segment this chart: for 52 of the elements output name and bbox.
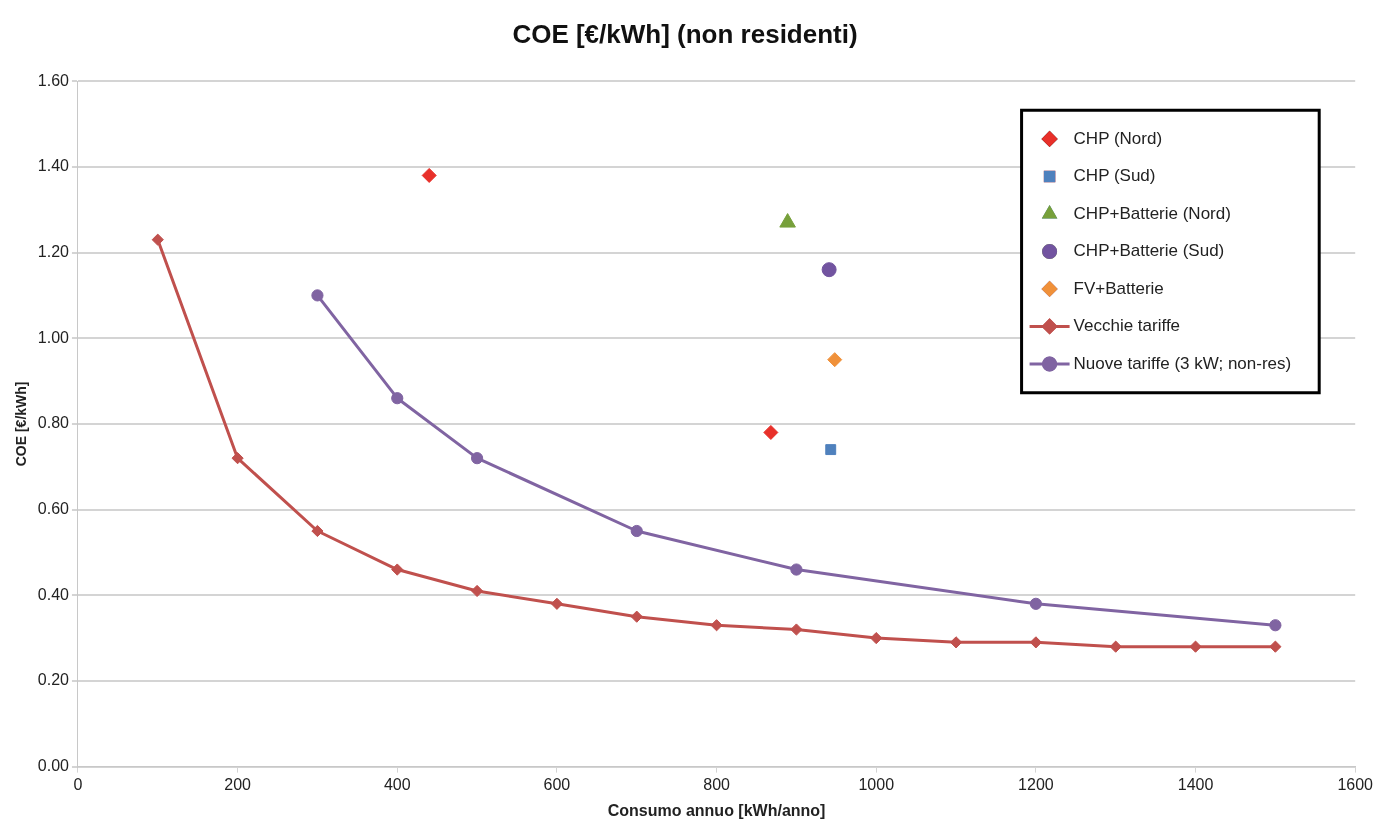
point	[825, 444, 837, 456]
point	[790, 623, 803, 636]
point	[311, 524, 324, 538]
point	[470, 452, 484, 465]
point	[630, 610, 643, 623]
point	[391, 563, 404, 576]
legend-label: CHP (Nord)	[1073, 128, 1163, 148]
point	[949, 636, 963, 649]
point	[1269, 640, 1282, 653]
y-tick-label: 1.20	[37, 242, 70, 260]
point	[630, 524, 643, 538]
y-tick-label: 0.80	[37, 414, 70, 432]
x-tick-label: 800	[703, 775, 731, 793]
point	[391, 392, 404, 405]
point	[421, 167, 437, 183]
point	[870, 631, 883, 645]
legend-label: CHP+Batterie (Nord)	[1073, 203, 1231, 223]
y-tick-label: 1.60	[37, 71, 70, 89]
y-tick-label: 0.00	[37, 757, 70, 775]
legend-label: CHP (Sud)	[1073, 166, 1156, 186]
point	[1189, 640, 1202, 653]
legend-label: CHP+Batterie (Sud)	[1073, 241, 1225, 261]
x-tick-label: 200	[224, 775, 252, 793]
y-tick-label: 0.60	[37, 499, 70, 517]
legend-label: FV+Batterie	[1073, 278, 1164, 298]
point	[311, 289, 324, 302]
legend-label: Nuove tariffe (3 kW; non-res)	[1073, 353, 1292, 373]
x-tick-label: 600	[543, 775, 571, 793]
x-tick-label: 1000	[858, 775, 895, 793]
y-tick-label: 0.40	[37, 585, 70, 603]
x-axis-title: Consumo annuo [kWh/anno]	[607, 801, 826, 819]
x-tick-label: 0	[73, 775, 83, 793]
y-tick-label: 0.20	[37, 671, 70, 689]
x-tick-label: 1600	[1337, 775, 1374, 793]
point	[1269, 619, 1282, 632]
y-axis-title: COE [€/kWh]	[13, 381, 30, 467]
point	[231, 452, 244, 465]
point	[151, 233, 164, 246]
point	[1029, 597, 1042, 610]
point	[763, 424, 779, 440]
point	[470, 584, 484, 598]
chart-title: COE [€/kWh] (non residenti)	[512, 18, 858, 49]
x-tick-label: 400	[383, 775, 411, 793]
point	[821, 262, 837, 278]
y-tick-label: 1.00	[37, 328, 70, 346]
y-tick-label: 1.40	[37, 157, 70, 175]
point	[550, 597, 564, 610]
legend-label: Vecchie tariffe	[1073, 316, 1181, 336]
point	[827, 352, 843, 368]
point	[790, 563, 803, 576]
x-tick-label: 1400	[1177, 775, 1214, 793]
x-tick-label: 1200	[1018, 775, 1054, 793]
